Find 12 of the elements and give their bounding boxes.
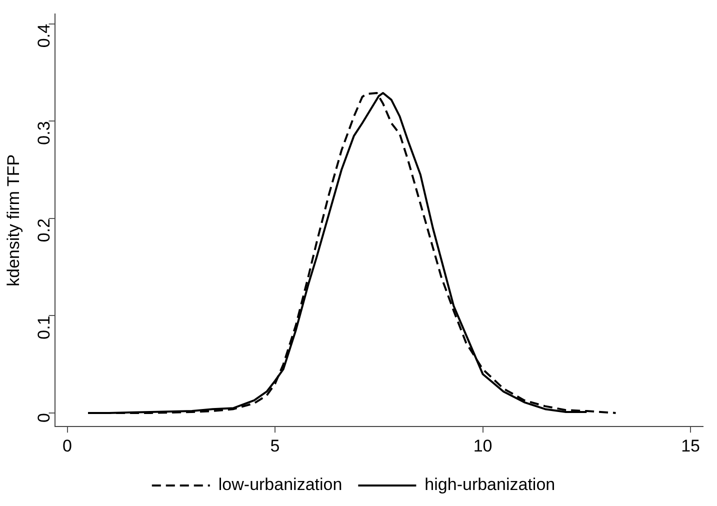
legend-label: low-urbanization [218, 475, 342, 494]
legend-label: high-urbanization [424, 475, 556, 494]
x-tick-label: 0 [62, 436, 72, 456]
x-tick-label: 10 [473, 436, 492, 456]
x-tick-label: 5 [270, 436, 280, 456]
y-tick-label: 0 [34, 412, 54, 422]
y-tick-label: 0.3 [34, 121, 54, 145]
x-tick-label: 15 [681, 436, 700, 456]
y-tick-label: 0.2 [34, 218, 54, 242]
y-tick-label: 0.1 [34, 316, 54, 340]
y-tick-label: 0.4 [34, 24, 54, 48]
y-axis-title: kdensity firm TFP [4, 154, 23, 286]
